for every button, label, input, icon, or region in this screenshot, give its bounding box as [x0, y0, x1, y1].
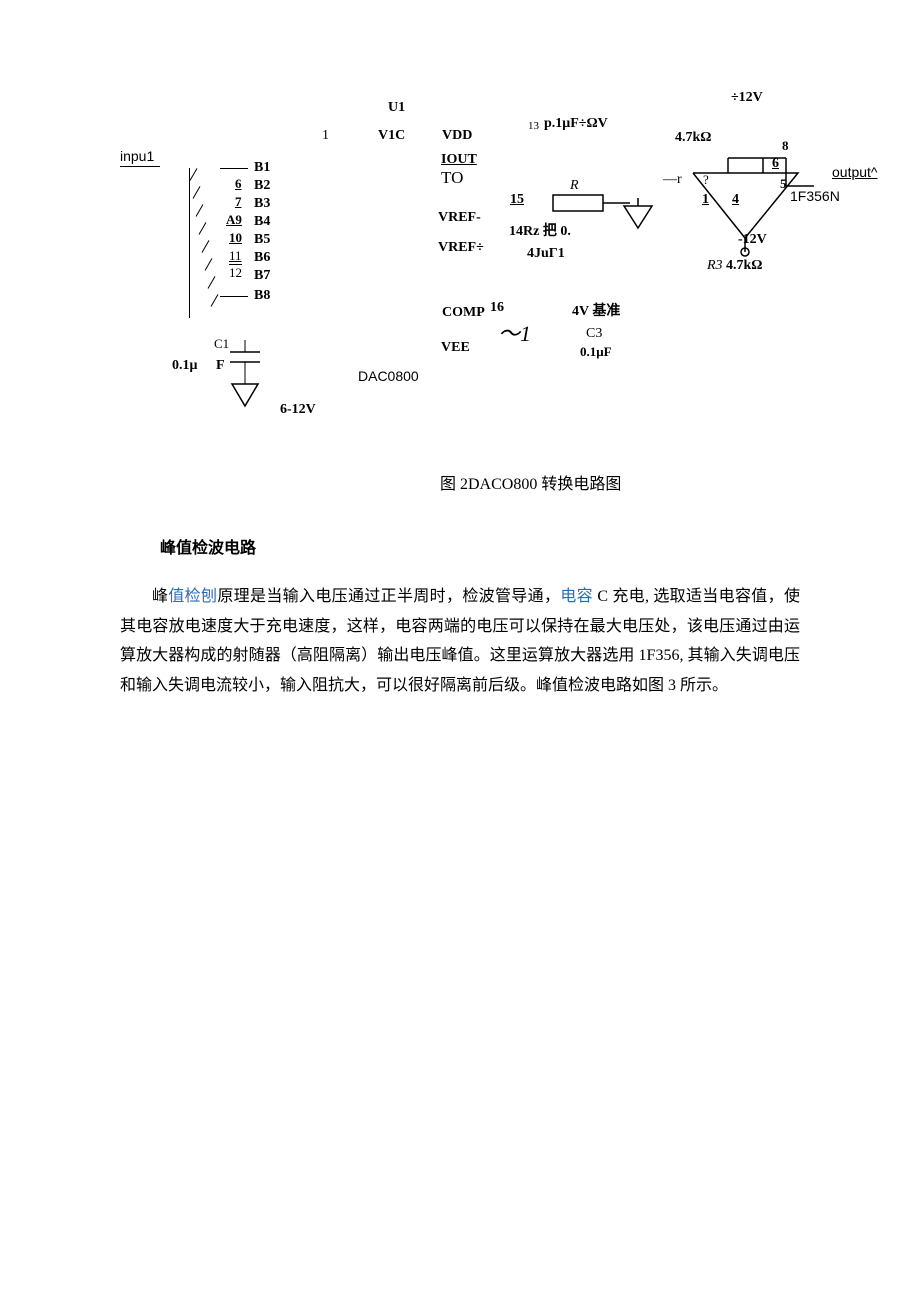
- label-b1: B1: [254, 160, 270, 176]
- label-comp: COMP: [442, 305, 485, 321]
- label-pin15: 15: [510, 192, 524, 208]
- label-vrefm: VREF-: [438, 210, 481, 226]
- link-capacitor[interactable]: 电容: [560, 588, 593, 605]
- label-neg12v: -12V: [738, 232, 767, 248]
- label-to: TO: [441, 168, 463, 188]
- section-title: 峰值检波电路: [160, 534, 920, 558]
- label-pinA9: A9: [226, 212, 242, 228]
- body-paragraph: 峰值检刨原理是当输入电压通过正半周时，检波管导通，电容 C 充电, 选取适当电容…: [120, 582, 800, 700]
- label-rz2: 4JuΓ1: [527, 246, 565, 262]
- label-sub13: 13: [528, 120, 539, 132]
- label-b5: B5: [254, 232, 270, 248]
- label-input1: inpu1: [120, 148, 154, 164]
- label-v1c: V1C: [378, 128, 405, 144]
- label-pos12v: ÷12V: [731, 90, 763, 106]
- label-b6: B6: [254, 250, 270, 266]
- label-vrefp: VREF÷: [438, 240, 484, 256]
- label-4vref: 4V 基准: [572, 300, 620, 320]
- amp-pin8: 8: [782, 138, 789, 154]
- label-b7: B7: [254, 268, 270, 284]
- body-lead: 峰: [152, 588, 168, 605]
- label-pin16: 16: [490, 300, 504, 316]
- label-r3: R3: [707, 258, 723, 274]
- amp-pin2: ?: [703, 172, 709, 188]
- capacitor-c1-icon: [220, 340, 270, 425]
- label-b3: B3: [254, 196, 270, 212]
- label-vdd: VDD: [442, 128, 472, 144]
- label-c1f: F: [216, 358, 225, 374]
- label-c3: C3: [586, 326, 602, 342]
- label-pin12: 12: [229, 264, 242, 281]
- body-t1: 原理是当输入电压通过正半周时，检波管导通，: [217, 588, 560, 605]
- label-612v: 6-12V: [280, 402, 316, 418]
- ground-icon: [620, 198, 656, 232]
- label-c3val: 0.1μF: [580, 344, 612, 360]
- amp-pin1: 1: [702, 192, 709, 208]
- link-peak-detect[interactable]: 值检刨: [168, 588, 217, 605]
- label-pin6: 6: [235, 176, 242, 192]
- amp-pin5: 5: [780, 176, 787, 192]
- label-pin10: 10: [229, 230, 242, 246]
- label-iout: IOUT: [441, 152, 477, 168]
- label-port1: 1: [322, 128, 329, 144]
- label-c1val: 0.1μ: [172, 358, 197, 374]
- label-output: output^: [832, 164, 878, 180]
- label-r3val: 4.7kΩ: [726, 258, 763, 274]
- label-tilde1: ～1: [498, 316, 531, 348]
- label-topcap: p.1μF÷ΩV: [544, 116, 608, 132]
- label-c1: C1: [214, 336, 229, 352]
- label-dac: DAC0800: [358, 368, 419, 384]
- label-u1: U1: [388, 100, 405, 116]
- label-rz: 14Rz 把 0.: [509, 220, 571, 240]
- circuit-diagram: U1 1 V1C VDD 13 p.1μF÷ΩV ÷12V 4.7kΩ inpu…: [120, 90, 900, 460]
- amp-mr: —r: [663, 172, 682, 188]
- label-vee: VEE: [441, 340, 470, 356]
- label-R: R: [570, 178, 579, 194]
- label-pin7: 7: [235, 194, 242, 210]
- amp-pin6: 6: [772, 156, 779, 172]
- label-b2: B2: [254, 178, 270, 194]
- label-b8: B8: [254, 288, 270, 304]
- label-ifn: 1F356N: [790, 188, 840, 204]
- label-b4: B4: [254, 214, 270, 230]
- label-pin11: 11: [229, 248, 242, 264]
- figure-caption: 图 2DACO800 转换电路图: [440, 470, 920, 494]
- amp-pin4: 4: [732, 192, 739, 208]
